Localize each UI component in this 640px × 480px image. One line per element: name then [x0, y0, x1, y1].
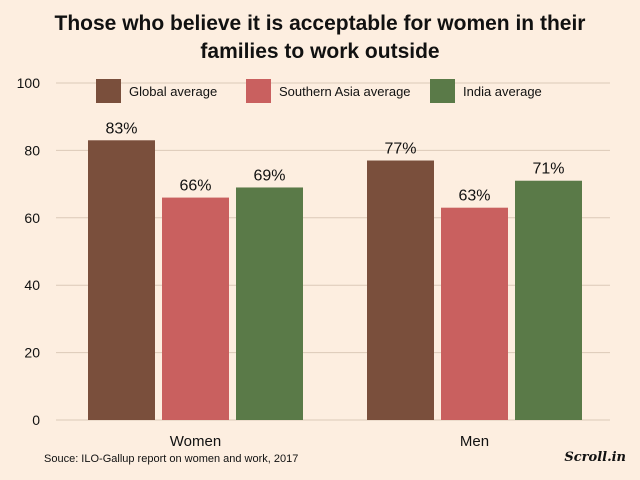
y-tick-label: 40	[24, 277, 40, 293]
data-label: 63%	[458, 188, 490, 205]
bar	[236, 187, 303, 420]
y-tick-label: 60	[24, 210, 40, 226]
y-tick-label: 100	[17, 75, 41, 91]
brand-logo: Scroll.in	[564, 450, 626, 465]
y-tick-label: 80	[24, 142, 40, 158]
title-line-1: Those who believe it is acceptable for w…	[54, 12, 586, 35]
bar	[367, 160, 434, 420]
legend-swatch	[246, 79, 271, 103]
source-note: Souce: ILO-Gallup report on women and wo…	[44, 453, 299, 465]
data-label: 71%	[532, 161, 564, 178]
y-tick-label: 20	[24, 345, 40, 361]
data-label: 66%	[179, 178, 211, 195]
legend-label: Southern Asia average	[279, 84, 411, 99]
y-tick-label: 0	[32, 412, 40, 428]
legend-swatch	[96, 79, 121, 103]
x-tick-label: Men	[460, 433, 489, 450]
bar	[88, 140, 155, 421]
data-label: 69%	[253, 167, 285, 184]
bar	[162, 197, 229, 420]
x-tick-label: Women	[170, 433, 221, 450]
data-label: 77%	[384, 141, 416, 158]
legend-label: India average	[463, 84, 542, 99]
bar	[441, 207, 508, 420]
title-line-2: families to work outside	[200, 40, 440, 63]
legend-swatch	[430, 79, 455, 103]
legend-label: Global average	[129, 84, 217, 99]
chart-title: Those who believe it is acceptable for w…	[0, 10, 640, 66]
data-label: 83%	[105, 120, 137, 137]
bar	[515, 180, 582, 420]
